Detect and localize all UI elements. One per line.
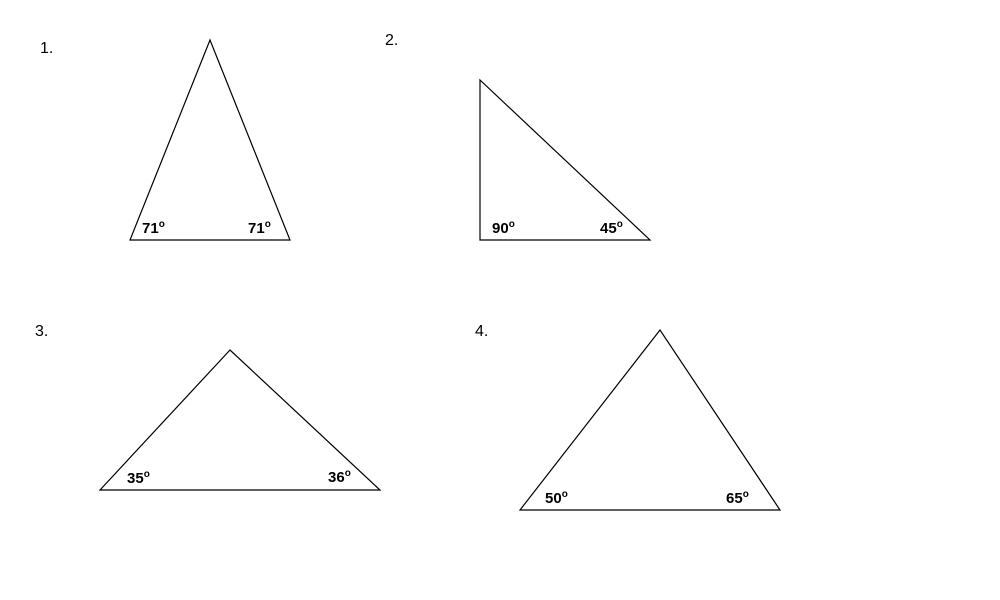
triangle-1-angle-left: 71o <box>142 219 165 237</box>
triangle-1-svg: 71o 71o <box>100 20 320 250</box>
triangle-2-shape <box>480 80 650 240</box>
triangle-1-angle-right: 71o <box>248 219 271 237</box>
triangle-3-angle-left-deg: o <box>144 469 150 480</box>
triangle-1-angle-left-val: 71 <box>142 220 159 237</box>
problem-number-1-text: 1. <box>40 40 53 57</box>
triangle-2-angle-left: 90o <box>492 219 515 237</box>
triangle-2-angle-left-val: 90 <box>492 220 509 237</box>
problem-number-2: 2. <box>385 32 398 50</box>
triangle-3-angle-right: 36o <box>328 468 351 486</box>
triangle-3-angle-left: 35o <box>127 469 150 487</box>
triangle-4-angle-left-val: 50 <box>545 490 562 507</box>
problem-number-4-text: 4. <box>475 323 488 340</box>
triangle-3-svg: 35o 36o <box>80 330 400 510</box>
problem-number-2-text: 2. <box>385 32 398 49</box>
triangle-4-angle-left: 50o <box>545 489 568 507</box>
triangle-1-angle-left-deg: o <box>159 219 165 230</box>
problem-number-3-text: 3. <box>35 323 48 340</box>
triangle-4-panel: 50o 65o <box>490 315 810 525</box>
triangle-4-angle-left-deg: o <box>562 489 568 500</box>
triangle-1-angle-right-val: 71 <box>248 220 265 237</box>
triangle-3-panel: 35o 36o <box>80 330 400 510</box>
triangle-4-angle-right-val: 65 <box>726 490 743 507</box>
triangle-1-angle-right-deg: o <box>265 219 271 230</box>
triangle-1-shape <box>130 40 290 240</box>
problem-number-1: 1. <box>40 40 53 58</box>
triangle-2-angle-right-deg: o <box>617 219 623 230</box>
problem-number-3: 3. <box>35 323 48 341</box>
triangle-4-svg: 50o 65o <box>490 315 810 525</box>
problem-number-4: 4. <box>475 323 488 341</box>
triangle-4-angle-right: 65o <box>726 489 749 507</box>
worksheet-canvas: 1. 71o 71o 2. 90o 45o 3. <box>0 0 1000 600</box>
triangle-4-shape <box>520 330 780 510</box>
triangle-2-svg: 90o 45o <box>450 60 710 260</box>
triangle-2-angle-right: 45o <box>600 219 623 237</box>
triangle-3-angle-left-val: 35 <box>127 470 144 487</box>
triangle-3-angle-right-deg: o <box>345 468 351 479</box>
triangle-1-panel: 71o 71o <box>100 20 320 250</box>
triangle-2-angle-right-val: 45 <box>600 220 617 237</box>
triangle-2-panel: 90o 45o <box>450 60 710 260</box>
triangle-3-angle-right-val: 36 <box>328 469 345 486</box>
triangle-2-angle-left-deg: o <box>509 219 515 230</box>
triangle-4-angle-right-deg: o <box>743 489 749 500</box>
